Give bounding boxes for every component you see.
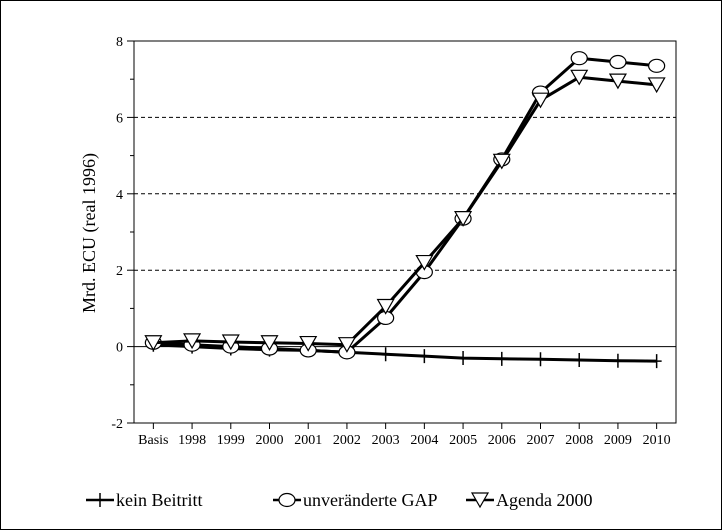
- x-tick-label: 1998: [178, 433, 206, 448]
- axes: [133, 40, 677, 424]
- x-tick-label: 2010: [643, 433, 671, 448]
- x-tick-label: 2007: [527, 433, 555, 448]
- y-tick-label: 2: [116, 264, 123, 279]
- x-tick-label: Basis: [138, 433, 168, 448]
- triangle-down-marker: [570, 69, 589, 86]
- triangle-down-marker: [144, 335, 163, 351]
- circle-marker: [570, 51, 588, 66]
- triangle-down-marker: [376, 298, 395, 315]
- x-axis-ticks: Basis 1998 1999 2000 2001 2002 2003 2004 2005 200…: [138, 423, 671, 448]
- plus-marker: [496, 351, 507, 366]
- triangle-down-marker: [608, 73, 627, 90]
- circle-marker: [648, 58, 666, 73]
- y-tick-label: 8: [116, 35, 123, 50]
- plus-marker: [419, 349, 430, 364]
- x-tick-label: 2008: [565, 433, 593, 448]
- x-tick-label: 2003: [372, 433, 400, 448]
- legend-label: kein Beitritt: [116, 490, 202, 510]
- y-tick-label: 0: [116, 341, 123, 356]
- grid-lines: [134, 116, 676, 271]
- legend-item: unveränderte GAP: [273, 490, 437, 510]
- x-tick-label: 2009: [604, 433, 632, 448]
- legend-circle-marker: [278, 492, 296, 508]
- plus-marker: [651, 354, 662, 369]
- triangle-down-marker: [260, 335, 279, 351]
- y-tick-label: -2: [111, 417, 123, 432]
- x-tick-label: 2002: [333, 433, 361, 448]
- plus-marker: [612, 353, 623, 368]
- legend-label: Agenda 2000: [496, 490, 592, 510]
- triangle-down-marker: [299, 335, 318, 352]
- plus-marker: [574, 352, 585, 367]
- series-line: [153, 56, 657, 354]
- circle-marker: [609, 54, 627, 70]
- plot-border: [133, 40, 677, 424]
- plus-marker: [458, 351, 469, 366]
- series-line: [153, 75, 657, 347]
- x-tick-label: 2000: [256, 433, 284, 448]
- series-group: [144, 51, 666, 369]
- x-tick-label: 2005: [449, 433, 477, 448]
- legend-triangle-down-marker: [470, 492, 490, 509]
- y-tick-label: 6: [116, 111, 123, 126]
- triangle-down-marker: [221, 334, 240, 351]
- legend-plus-marker: [95, 493, 105, 507]
- plus-marker: [535, 352, 546, 367]
- y-axis-ticks: -2 0 2 4 6 8: [111, 35, 134, 432]
- triangle-down-marker: [647, 77, 666, 94]
- series-unveranderte-gap: [144, 51, 666, 360]
- triangle-down-marker: [337, 337, 356, 353]
- legend-item: Agenda 2000: [466, 490, 592, 510]
- y-tick-label: 4: [116, 188, 123, 203]
- series-agenda-2000: [144, 69, 666, 353]
- triangle-down-marker: [492, 153, 511, 170]
- legend: kein Beitritt unveränderte GAP Agenda 2000: [86, 490, 592, 510]
- triangle-down-marker: [531, 92, 550, 109]
- legend-item: kein Beitritt: [86, 490, 202, 510]
- x-tick-label: 2006: [488, 433, 516, 448]
- triangle-down-marker: [454, 211, 473, 227]
- x-tick-label: 1999: [217, 433, 245, 448]
- triangle-down-marker: [415, 254, 434, 271]
- plus-marker: [380, 347, 391, 362]
- triangle-down-marker: [183, 333, 202, 350]
- x-tick-label: 2004: [410, 433, 438, 448]
- x-tick-label: 2001: [294, 433, 322, 448]
- legend-label: unveränderte GAP: [303, 490, 437, 510]
- y-axis-label: Mrd. ECU (real 1996): [79, 153, 100, 313]
